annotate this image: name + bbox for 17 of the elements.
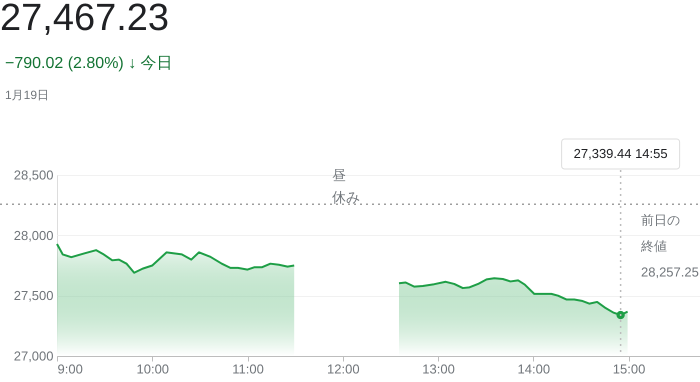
chart-subtitle: −790.02 (2.80%) ↓ 今日: [5, 55, 173, 72]
x-tick-label: 10:00: [136, 362, 170, 376]
chart-title: 27,467.23: [0, 0, 170, 39]
x-tick-label: 12:00: [327, 362, 360, 376]
y-tick-label: 27,500: [14, 288, 54, 304]
text: 1月19日: [5, 88, 50, 102]
x-tick-label: 14:00: [518, 362, 550, 376]
y-tick-label: 28,500: [14, 168, 54, 182]
ref-line-label: 前日の終値 28,257.25: [640, 212, 699, 280]
text: 27,339.44 14:55: [574, 146, 668, 161]
x-tick-label: 9:00: [58, 362, 83, 376]
x-tick-label: 11:00: [232, 362, 264, 376]
y-tick-label: 27,000: [14, 348, 54, 364]
x-tick-label: 15:00: [612, 362, 646, 376]
x-tick-label: 13:00: [422, 362, 455, 376]
y-tick-label: 28,000: [14, 228, 54, 243]
annotation: 昼休み: [332, 167, 360, 205]
